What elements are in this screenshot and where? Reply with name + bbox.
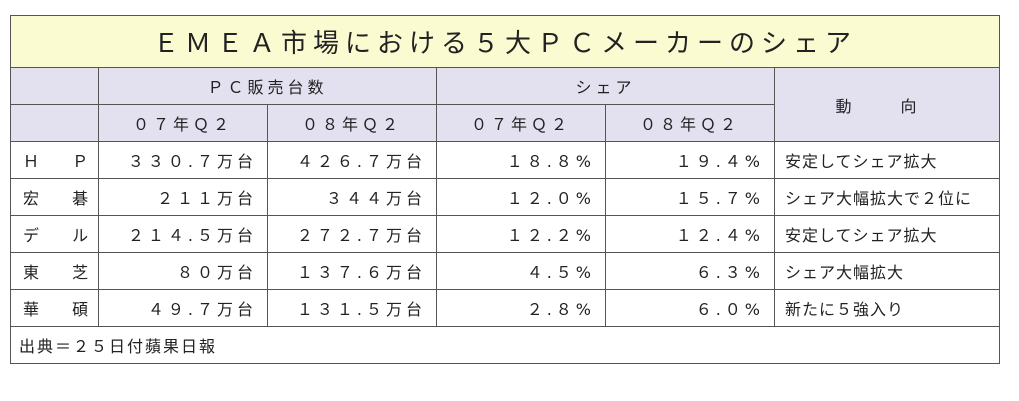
sales-08: １３７.６万台 <box>267 252 437 290</box>
trend-text: シェア大幅拡大で２位に <box>773 178 1001 216</box>
share-08: １９.４% <box>605 141 775 179</box>
trend-text: 安定してシェア拡大 <box>773 141 1001 179</box>
table-title: ＥＭＥＡ市場における５大ＰＣメーカーのシェア <box>9 15 1001 68</box>
maker-name: Ｈ Ｐ <box>10 141 99 179</box>
table-row: デ ル ２１４.５万台 ２７２.７万台 １２.２% １２.４% 安定してシェア拡… <box>10 215 1001 253</box>
sales-07: ２１４.５万台 <box>98 215 268 253</box>
header-share-08: ０８年Ｑ２ <box>605 104 775 142</box>
maker-name: 東 芝 <box>10 252 99 290</box>
maker-name: 華 碩 <box>10 289 99 327</box>
table-row: 宏 碁 ２１１万台 ３４４万台 １２.０% １５.７% シェア大幅拡大で２位に <box>10 178 1001 216</box>
sales-07: ４９.７万台 <box>98 289 268 327</box>
sales-07: ３３０.７万台 <box>98 141 268 179</box>
sales-08: ３４４万台 <box>267 178 437 216</box>
source-note: 出典＝２５日付蘋果日報 <box>9 326 1001 364</box>
header-corner-bottom <box>10 104 99 142</box>
header-share-group: シェア <box>436 67 775 105</box>
share-07: ４.５% <box>436 252 606 290</box>
share-08: １２.４% <box>605 215 775 253</box>
header-sales-07: ０７年Ｑ２ <box>98 104 268 142</box>
share-07: ２.８% <box>436 289 606 327</box>
share-07: １２.２% <box>436 215 606 253</box>
share-07: １２.０% <box>436 178 606 216</box>
share-08: １５.７% <box>605 178 775 216</box>
header-share-07: ０７年Ｑ２ <box>436 104 606 142</box>
share-08: ６.０% <box>605 289 775 327</box>
sales-08: ４２６.７万台 <box>267 141 437 179</box>
table-row: Ｈ Ｐ ３３０.７万台 ４２６.７万台 １８.８% １９.４% 安定してシェア拡… <box>10 141 1001 179</box>
sales-07: ２１１万台 <box>98 178 268 216</box>
table-row: 華 碩 ４９.７万台 １３１.５万台 ２.８% ６.０% 新たに５強入り <box>10 289 1001 327</box>
sales-08: １３１.５万台 <box>267 289 437 327</box>
trend-text: シェア大幅拡大 <box>773 252 1001 290</box>
share-08: ６.３% <box>605 252 775 290</box>
trend-text: 安定してシェア拡大 <box>773 215 1001 253</box>
header-sales-08: ０８年Ｑ２ <box>267 104 437 142</box>
header-trend: 動 向 <box>773 67 1001 142</box>
share-07: １８.８% <box>436 141 606 179</box>
share-table-container: ＥＭＥＡ市場における５大ＰＣメーカーのシェア ＰＣ販売台数 シェア 動 向 ０７… <box>9 15 1001 364</box>
sales-08: ２７２.７万台 <box>267 215 437 253</box>
trend-text: 新たに５強入り <box>773 289 1001 327</box>
maker-name: 宏 碁 <box>10 178 99 216</box>
header-corner-top <box>10 67 99 105</box>
share-table: ＥＭＥＡ市場における５大ＰＣメーカーのシェア ＰＣ販売台数 シェア 動 向 ０７… <box>9 15 1001 364</box>
header-sales-group: ＰＣ販売台数 <box>98 67 437 105</box>
table-row: 東 芝 ８０万台 １３７.６万台 ４.５% ６.３% シェア大幅拡大 <box>10 252 1001 290</box>
maker-name: デ ル <box>10 215 99 253</box>
sales-07: ８０万台 <box>98 252 268 290</box>
